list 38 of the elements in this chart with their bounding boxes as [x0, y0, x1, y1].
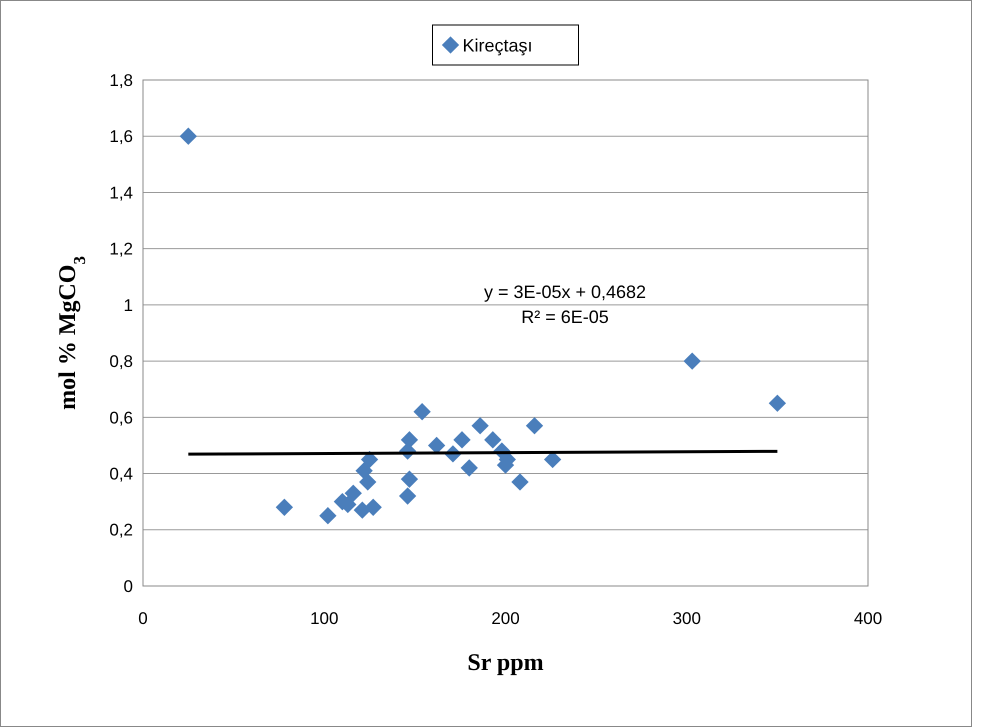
x-tick-label: 100 [310, 609, 338, 628]
x-tick-label: 0 [138, 609, 148, 628]
point [511, 473, 529, 491]
x-tick-label: 300 [672, 609, 701, 628]
point [400, 431, 418, 448]
x-axis-title: Sr ppm [467, 650, 544, 676]
point [413, 403, 431, 420]
point [684, 352, 701, 370]
point [360, 450, 378, 468]
point [359, 473, 376, 491]
point [768, 394, 786, 412]
y-tick-label: 0,4 [109, 464, 133, 484]
annotation: R² = 6E-05 [521, 307, 609, 327]
y-tick-label: 1,6 [109, 127, 133, 146]
x-tick-label: 400 [854, 609, 882, 628]
y-tick-label: 0,6 [109, 408, 133, 428]
annotation: y = 3E-05x + 0,4682 [484, 282, 646, 302]
point [344, 484, 362, 502]
y-tick-label: 0 [124, 576, 133, 596]
point [400, 470, 418, 488]
point [471, 417, 489, 434]
point [460, 459, 478, 477]
legend-label: Kireçtaşı [462, 35, 533, 56]
point [526, 417, 544, 434]
x-tick-label: 200 [491, 609, 520, 628]
y-tick-label: 0,8 [109, 352, 133, 372]
point [276, 498, 294, 516]
y-tick-label: 0,2 [109, 520, 133, 540]
y-tick-label: 1,8 [109, 70, 133, 90]
y-tick-label: 1,4 [109, 183, 133, 202]
y-tick-label: 1,2 [109, 240, 133, 259]
point [453, 431, 471, 448]
point [398, 487, 416, 505]
point [364, 498, 382, 516]
point [484, 431, 502, 448]
point [319, 507, 337, 524]
point [180, 128, 197, 145]
y-tick-label: 1 [124, 296, 133, 315]
